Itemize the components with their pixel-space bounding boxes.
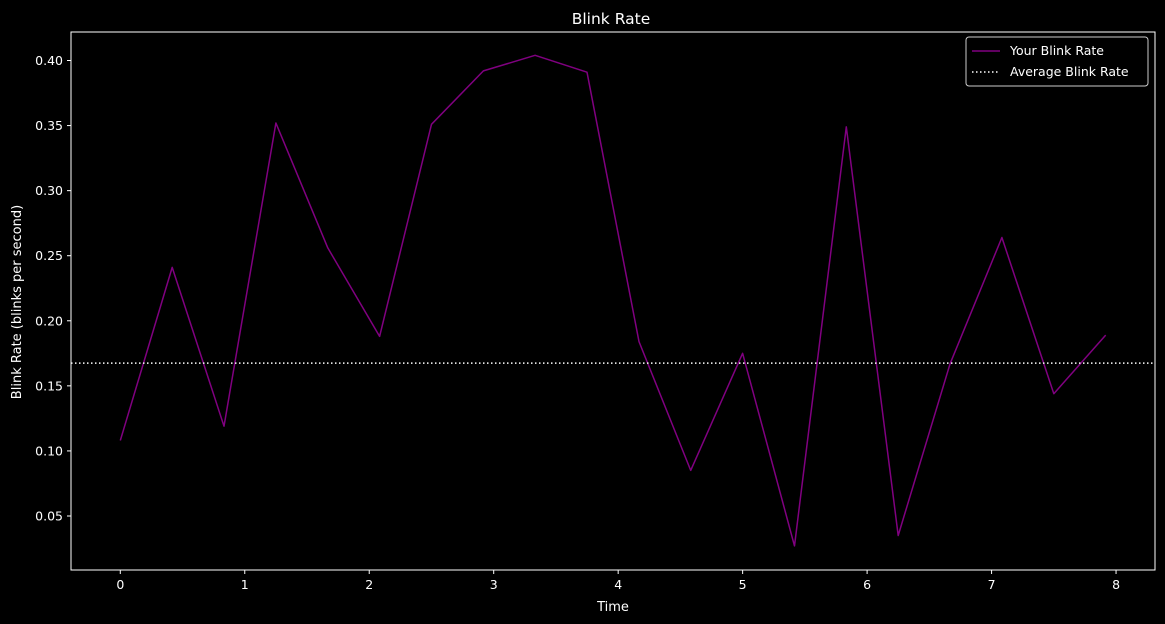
x-tick-label: 2 (365, 577, 373, 592)
legend-box (965, 36, 1149, 87)
legend: Your Blink Rate Average Blink Rate (965, 36, 1149, 87)
plot-frame (70, 31, 1156, 571)
y-tick-label: 0.10 (35, 443, 63, 458)
plot-background (71, 32, 1155, 570)
y-axis-label: Blink Rate (blinks per second) (10, 205, 25, 399)
plot-area (71, 32, 1155, 570)
y-tick-label: 0.40 (35, 53, 63, 68)
chart-title: Blink Rate (572, 10, 651, 28)
x-tick-label: 0 (116, 577, 124, 592)
y-tick-label: 0.20 (35, 313, 63, 328)
legend-label-average-blink-rate: Average Blink Rate (1010, 64, 1129, 79)
your-blink-rate-line (119, 54, 1107, 547)
x-tick-label: 4 (614, 577, 622, 592)
x-tick-label: 1 (241, 577, 249, 592)
series-layer (71, 54, 1155, 547)
x-tick-label: 5 (739, 577, 747, 592)
x-tick-label: 3 (490, 577, 498, 592)
legend-label-your-blink-rate: Your Blink Rate (1009, 43, 1104, 58)
y-tick-label: 0.15 (35, 378, 63, 393)
x-tick-label: 8 (1112, 577, 1120, 592)
x-axis-label: Time (596, 600, 629, 615)
y-axis: 0.05 0.10 0.15 0.20 0.25 0.30 0.35 0.40 (35, 53, 71, 523)
y-tick-label: 0.05 (35, 508, 63, 523)
x-tick-label: 6 (863, 577, 871, 592)
x-axis: 0 1 2 3 4 5 6 7 8 (116, 570, 1120, 592)
x-tick-label: 7 (988, 577, 996, 592)
y-tick-label: 0.25 (35, 248, 63, 263)
y-tick-label: 0.35 (35, 118, 63, 133)
y-tick-label: 0.30 (35, 183, 63, 198)
